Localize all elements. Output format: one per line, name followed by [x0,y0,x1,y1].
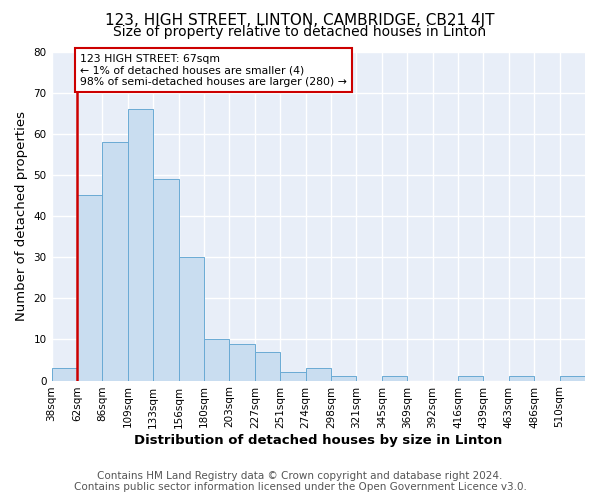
Y-axis label: Number of detached properties: Number of detached properties [15,111,28,321]
Bar [204,340,229,380]
Bar [280,372,305,380]
X-axis label: Distribution of detached houses by size in Linton: Distribution of detached houses by size … [134,434,502,448]
Bar [331,376,356,380]
Bar [103,142,128,380]
Bar [382,376,407,380]
Bar [77,196,103,380]
Text: 123 HIGH STREET: 67sqm
← 1% of detached houses are smaller (4)
98% of semi-detac: 123 HIGH STREET: 67sqm ← 1% of detached … [80,54,347,87]
Bar [458,376,484,380]
Bar [509,376,534,380]
Text: Contains HM Land Registry data © Crown copyright and database right 2024.
Contai: Contains HM Land Registry data © Crown c… [74,471,526,492]
Bar [229,344,255,380]
Bar [128,109,153,380]
Bar [153,179,179,380]
Bar [52,368,77,380]
Bar [179,257,204,380]
Bar [560,376,585,380]
Text: 123, HIGH STREET, LINTON, CAMBRIDGE, CB21 4JT: 123, HIGH STREET, LINTON, CAMBRIDGE, CB2… [105,12,495,28]
Bar [305,368,331,380]
Text: Size of property relative to detached houses in Linton: Size of property relative to detached ho… [113,25,487,39]
Bar [255,352,280,380]
